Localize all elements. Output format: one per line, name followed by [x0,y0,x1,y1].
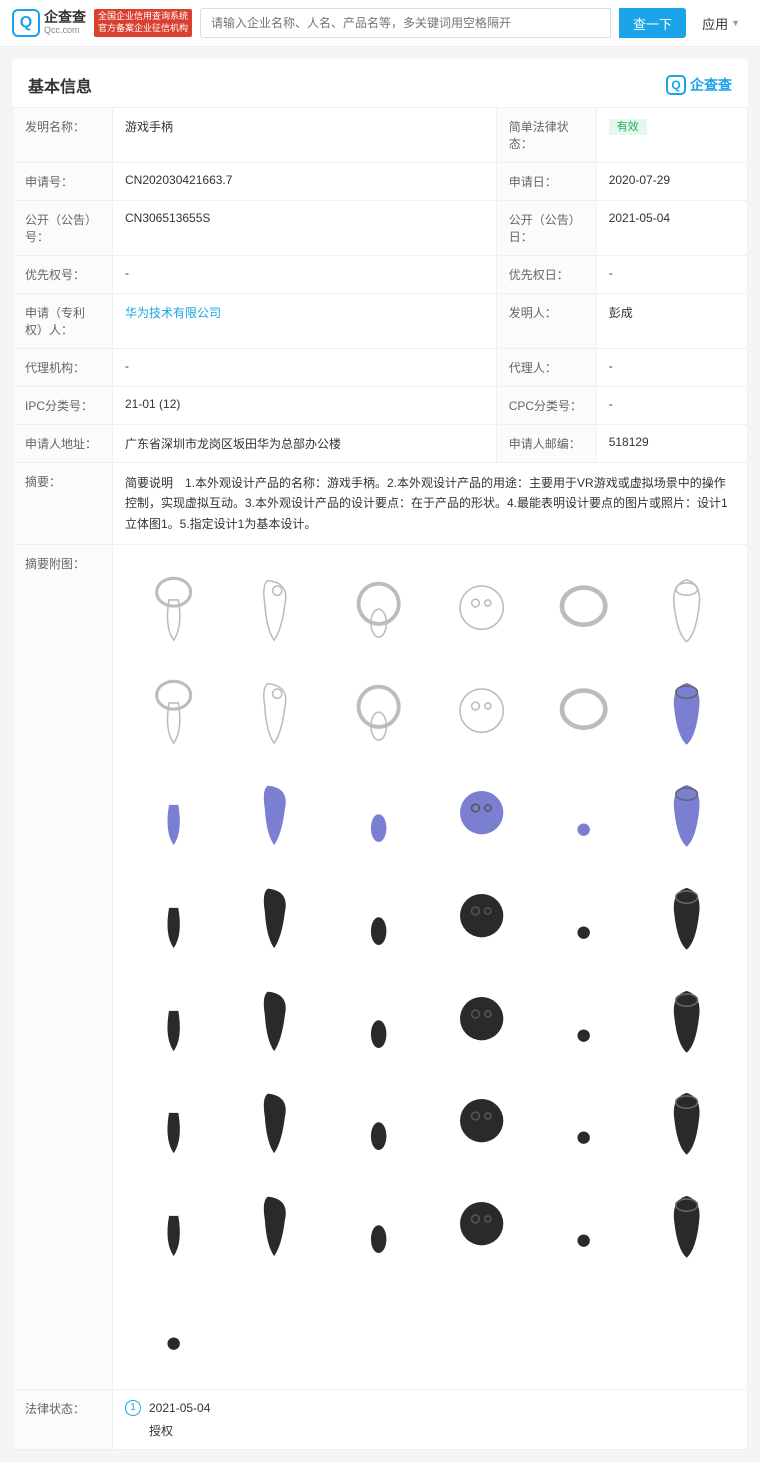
controller-figure [638,662,735,759]
controller-figure [228,867,325,964]
abstract-text: 简要说明 1.本外观设计产品的名称：游戏手柄。2.本外观设计产品的用途：主要用于… [113,463,748,545]
controller-figure [433,1175,530,1272]
controller-figure [228,559,325,656]
controller-figure [536,867,633,964]
label-invention-name: 发明名称： [13,108,113,163]
watermark-icon: Q [666,75,686,95]
figure-cell [113,545,748,1389]
controller-figure [228,1073,325,1170]
controller-figure [638,970,735,1067]
controller-figure [228,970,325,1067]
logo-icon: Q [12,9,40,37]
legal-number: 1 [125,1400,141,1416]
logo[interactable]: Q 企查查 Qcc.com [12,9,86,37]
info-card: 基本信息 Q 企查查 发明名称： 游戏手柄 简单法律状态： 有效 申请号： CN… [12,59,748,1450]
controller-figure [536,559,633,656]
top-header: Q 企查查 Qcc.com 全国企业信用查询系统 官方备案企业征信机构 查一下 … [0,0,760,47]
controller-figure [125,662,222,759]
search-button[interactable]: 查一下 [619,8,686,38]
controller-figure [330,970,427,1067]
controller-figure [433,662,530,759]
controller-figure [330,867,427,964]
controller-figure [433,970,530,1067]
controller-figure [330,1175,427,1272]
logo-text-cn: 企查查 [44,10,86,25]
controller-figure [125,559,222,656]
controller-figure [125,1175,222,1272]
controller-figure [330,765,427,862]
controller-figure [433,867,530,964]
controller-figure [638,1073,735,1170]
controller-figure [536,1175,633,1272]
controller-figure [638,1278,735,1375]
legal-date: 2021-05-04 [149,1401,210,1415]
watermark: Q 企查查 [666,75,732,95]
controller-figure [638,559,735,656]
info-table: 发明名称： 游戏手柄 简单法律状态： 有效 申请号： CN20203042166… [12,107,748,1450]
controller-figure [638,765,735,862]
controller-figure [536,765,633,862]
controller-figure [228,1175,325,1272]
controller-figure [433,1073,530,1170]
card-title: 基本信息 [28,73,92,97]
value-legal-status: 有效 [596,108,747,163]
controller-figure [536,1073,633,1170]
controller-figure [125,867,222,964]
legal-status-cell: 1 2021-05-04 授权 [113,1389,748,1449]
controller-figure [228,1278,325,1375]
controller-figure [330,1278,427,1375]
controller-figure [536,970,633,1067]
controller-figure [125,1278,222,1375]
logo-text-en: Qcc.com [44,26,86,36]
legal-event: 授权 [125,1422,735,1439]
nav-app[interactable]: 应用 ▼ [694,14,748,33]
controller-figure [125,765,222,862]
controller-figure [536,662,633,759]
image-grid [125,555,735,1378]
controller-figure [125,970,222,1067]
label-legal-status: 简单法律状态： [496,108,596,163]
controller-figure [433,1278,530,1375]
controller-figure [433,559,530,656]
controller-figure [330,1073,427,1170]
controller-figure [228,765,325,862]
controller-figure [536,1278,633,1375]
controller-figure [125,1073,222,1170]
credential-badge: 全国企业信用查询系统 官方备案企业征信机构 [94,9,192,36]
controller-figure [638,1175,735,1272]
controller-figure [228,662,325,759]
controller-figure [330,559,427,656]
controller-figure [638,867,735,964]
search-input[interactable] [200,8,611,38]
chevron-down-icon: ▼ [731,18,740,28]
value-invention-name: 游戏手柄 [113,108,497,163]
controller-figure [433,765,530,862]
controller-figure [330,662,427,759]
value-applicant[interactable]: 华为技术有限公司 [113,294,497,349]
